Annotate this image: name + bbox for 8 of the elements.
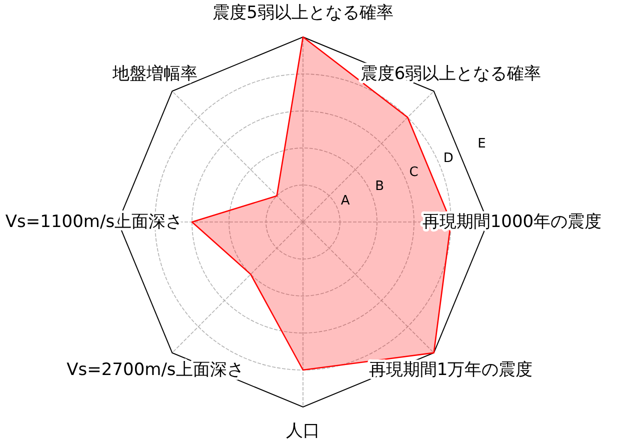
y-tick-label: B	[375, 179, 384, 194]
y-tick-label: D	[443, 150, 454, 166]
y-tick-label: C	[409, 164, 418, 180]
spoke-label: 地盤増幅率	[112, 64, 198, 84]
y-tick-label: E	[478, 136, 486, 152]
y-tick-label: A	[340, 193, 350, 208]
spoke-label: 人口	[286, 421, 320, 441]
spoke-label: 震度5弱以上となる確率	[212, 3, 394, 23]
